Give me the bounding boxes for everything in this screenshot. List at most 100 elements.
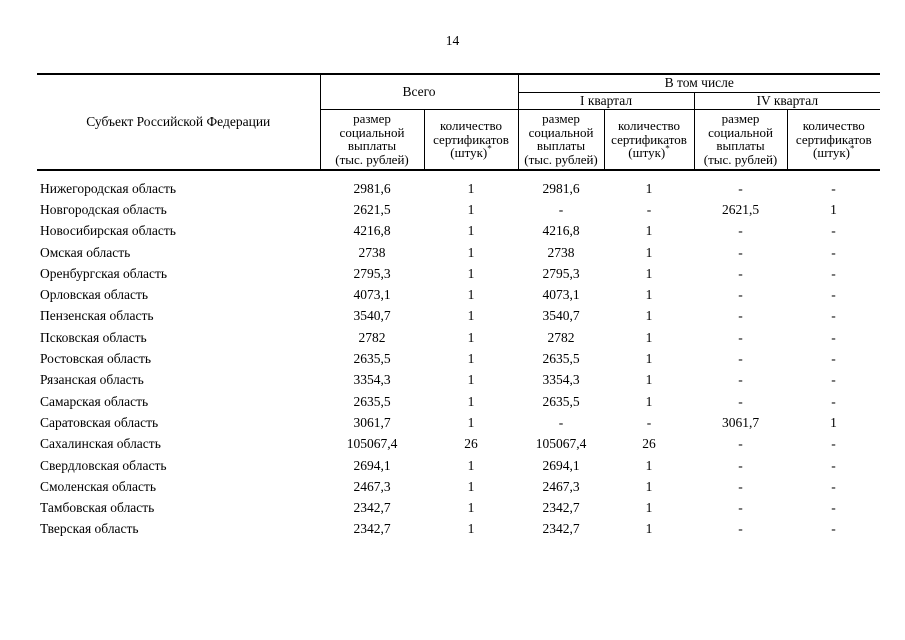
total-count-cell: 1 <box>467 308 475 324</box>
region-cell: Тверская область <box>40 521 139 537</box>
total-count-cell: 1 <box>467 287 475 303</box>
page-number: 14 <box>445 33 460 48</box>
q4-count-cell: - <box>831 478 836 494</box>
total-count-cell: 1 <box>467 393 475 409</box>
q1-count-cell: 1 <box>645 223 653 239</box>
q4-amount-cell: - <box>738 244 743 260</box>
q4-count-cell: - <box>831 521 836 537</box>
total-amount-header: размер социальной выплаты (тыс. рублей) <box>320 109 425 171</box>
total-amount-cell: 3540,7 <box>353 308 391 324</box>
q4-count-cell: - <box>831 265 836 281</box>
q4-count-cell: - <box>831 457 836 473</box>
q4-amount-cell: - <box>738 265 743 281</box>
q1-amount-cell: 2738 <box>547 244 575 260</box>
spacer-row <box>37 170 880 178</box>
q1-count-cell: - <box>646 414 652 430</box>
count-label: количество сертификатов (штук) <box>611 118 687 160</box>
q1-amount-cell: 2635,5 <box>542 393 580 409</box>
total-amount-cell: 2467,3 <box>353 478 391 494</box>
q1-amount-cell: 2981,6 <box>542 180 580 196</box>
q4-count-cell: - <box>831 500 836 516</box>
region-cell: Ростовская область <box>40 351 151 367</box>
total-amount-cell: 2621,5 <box>353 201 391 217</box>
q1-amount-cell: - <box>558 414 564 430</box>
total-count-cell: 1 <box>467 265 475 281</box>
header-row-groups: Субъект Российской Федерации Всего В том… <box>37 73 881 171</box>
region-cell: Пензенская область <box>40 308 154 324</box>
region-cell: Сахалинская область <box>40 436 161 452</box>
q1-amount-cell: 105067,4 <box>535 436 587 452</box>
region-cell: Псковская область <box>40 329 147 345</box>
header-quarter-1: I квартал <box>518 92 695 110</box>
table-row: Рязанская область 3354,3 1 3354,3 1 - - <box>37 370 880 391</box>
table-row: Омская область 2738 1 2738 1 - - <box>37 242 880 263</box>
q4-amount-cell: 3061,7 <box>721 414 760 430</box>
table-body: Нижегородская область 2981,6 1 2981,6 1- - Нов… <box>37 170 880 540</box>
q1-count-cell: 1 <box>645 457 653 473</box>
q4-count-cell: - <box>831 244 836 260</box>
total-amount-cell: 2342,7 <box>353 521 391 537</box>
q1-amount-cell: 2694,1 <box>542 457 580 473</box>
table-row: Свердловская область 2694,1 1 2694,1 1 - - <box>37 455 880 476</box>
q1-count-cell: 26 <box>642 436 656 452</box>
total-amount-cell: 105067,4 <box>346 436 398 452</box>
total-amount-cell: 2694,1 <box>353 457 391 473</box>
total-count-cell: 1 <box>467 414 475 430</box>
q4-count-cell: - <box>831 287 836 303</box>
region-cell: Омская область <box>40 244 131 260</box>
table-row: Саратовская область 3061,7 1 - - 3061,7 1 <box>37 412 880 433</box>
total-amount-cell: 2635,5 <box>353 351 391 367</box>
q4-amount-cell: - <box>738 351 743 367</box>
q4-count-cell: 1 <box>830 414 837 430</box>
q4-amount-cell: - <box>738 500 743 516</box>
table-row: Оренбургская область 2795,3 1 2795,3 1 - - <box>37 263 880 284</box>
q1-amount-cell: 4073,1 <box>542 287 580 303</box>
header-including: В том числе <box>518 73 881 93</box>
total-count-cell: 1 <box>467 223 475 239</box>
q1-count-cell: - <box>646 201 652 217</box>
q1-amount-cell: 2342,7 <box>542 521 580 537</box>
q1-amount-cell: 2795,3 <box>542 265 580 281</box>
table-row: Пензенская область 3540,7 1 3540,7 1 - - <box>37 306 880 327</box>
total-amount-cell: 2795,3 <box>353 265 391 281</box>
header-subject: Субъект Российской Федерации <box>37 73 321 171</box>
q4-count-cell: - <box>831 436 836 452</box>
q1-amount-cell: 3354,3 <box>542 372 580 388</box>
q4-amount-cell: - <box>738 478 743 494</box>
table-row: Ростовская область 2635,5 1 2635,5 1 - - <box>37 348 880 369</box>
region-cell: Орловская область <box>40 287 149 303</box>
total-count-cell: 1 <box>467 372 475 388</box>
q1-count-cell: 1 <box>645 287 653 303</box>
table-header: Субъект Российской Федерации Всего В том… <box>37 73 881 171</box>
total-count-cell: 1 <box>467 457 475 473</box>
footnote-asterisk: * <box>665 143 670 154</box>
header-row-quarters: I квартал IV квартал <box>37 92 881 110</box>
q4-amount-cell: - <box>738 329 743 345</box>
table-row: Самарская область 2635,5 1 2635,5 1 - - <box>37 391 880 412</box>
region-cell: Саратовская область <box>40 414 159 430</box>
total-amount-cell: 2635,5 <box>353 393 391 409</box>
total-amount-cell: 2981,6 <box>353 180 391 196</box>
total-count-cell: 1 <box>467 329 475 345</box>
q1-amount-cell: 2342,7 <box>542 500 580 516</box>
q1-count-cell: 1 <box>645 265 653 281</box>
table-row: Нижегородская область 2981,6 1 2981,6 1 - - <box>37 178 880 199</box>
total-amount-cell: 2782 <box>358 329 386 345</box>
table-row: Сахалинская область 105067,4 26 105067,4 26 -… <box>37 434 880 455</box>
q4-amount-cell: - <box>738 393 743 409</box>
q1-count-cell: 1 <box>645 329 653 345</box>
q4-count-cell: - <box>831 329 836 345</box>
q4-amount-cell: - <box>738 308 743 324</box>
q4-count-cell: - <box>831 372 836 388</box>
q1-amount-cell: 2635,5 <box>542 351 580 367</box>
count-label: количество сертификатов (штук) <box>795 118 872 160</box>
q4-count-cell: 1 <box>830 201 837 217</box>
q1-count-cell: 1 <box>645 393 653 409</box>
total-count-cell: 1 <box>467 244 475 260</box>
total-amount-cell: 2342,7 <box>353 500 391 516</box>
table-row: Тверская область 2342,7 1 2342,7 1 - - <box>37 519 880 540</box>
q4-amount-cell: - <box>738 223 743 239</box>
q4-count-header: количество сертификатов (штук)* <box>787 109 881 171</box>
total-count-header: количество сертификатов (штук)* <box>424 109 519 171</box>
